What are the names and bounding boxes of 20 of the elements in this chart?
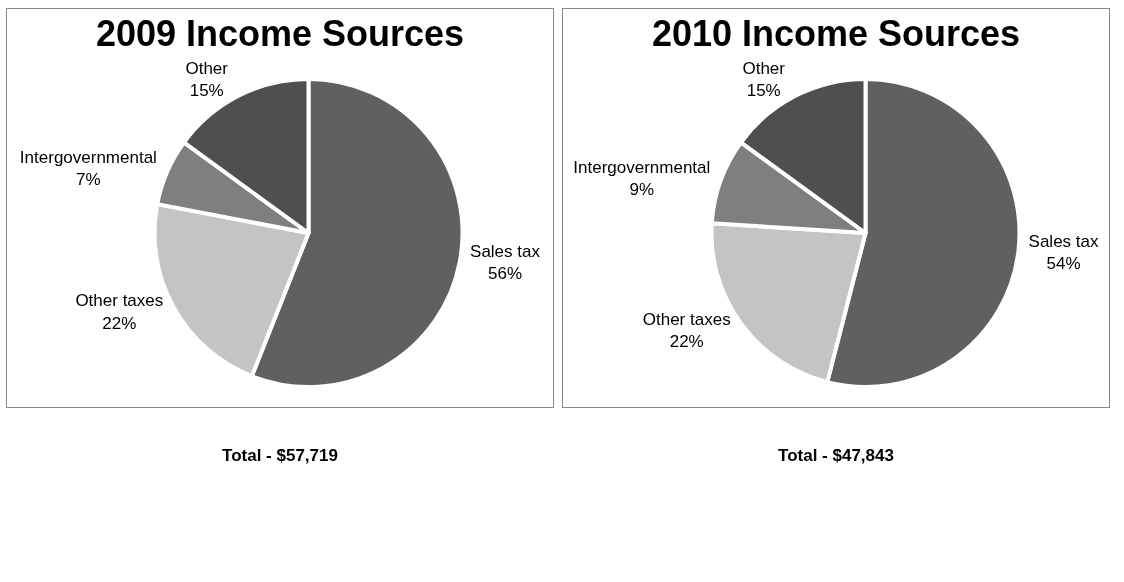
text: Total - $47,843	[777, 446, 895, 466]
slice-label: Other taxes	[75, 291, 164, 311]
slice-label: Sales tax	[1028, 232, 1099, 252]
slice-label: Sales tax	[470, 242, 541, 262]
chart-title: 2009 Income Sources	[95, 13, 465, 55]
data-label: 56%	[488, 264, 523, 284]
data-label: 15%	[746, 81, 781, 101]
data-label: 22%	[102, 313, 137, 333]
chart-title: 2010 Income Sources	[651, 13, 1021, 55]
slice-label: Other	[742, 58, 786, 78]
data-label: 7%	[76, 170, 101, 190]
data-label: 9%	[629, 180, 655, 200]
slice-label: Other	[185, 58, 229, 78]
slice-label: Intergovernmental	[19, 148, 157, 168]
slice-label: Other taxes	[642, 310, 731, 330]
slice-label: Intergovernmental	[573, 157, 711, 177]
data-label: 22%	[669, 332, 704, 352]
data-label: 15%	[189, 81, 224, 101]
data-label: 54%	[1046, 254, 1081, 274]
text: Total - $57,719	[221, 446, 339, 466]
